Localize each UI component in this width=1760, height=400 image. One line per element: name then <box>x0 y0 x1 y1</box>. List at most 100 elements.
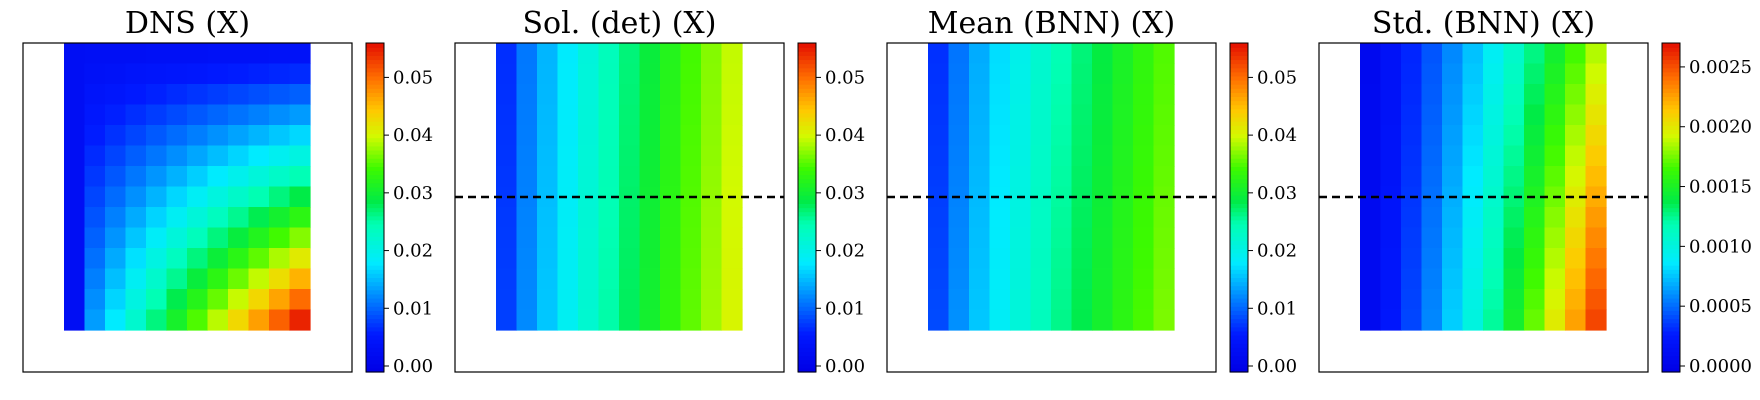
heatmap-cell <box>228 207 250 229</box>
colorbar-segment <box>366 363 384 369</box>
heatmap-cell <box>207 63 229 85</box>
heatmap-cell <box>928 63 950 85</box>
heatmap-cell <box>125 104 147 126</box>
colorbar-segment <box>1230 351 1248 357</box>
heatmap-cell <box>1544 43 1566 65</box>
heatmap-cell <box>1360 186 1382 208</box>
heatmap-cell <box>64 43 86 65</box>
heatmap-cell <box>537 227 559 249</box>
colorbar-segment <box>1230 80 1248 85</box>
heatmap-cell <box>516 63 538 85</box>
colorbar-segment <box>366 240 384 246</box>
heatmap-cell <box>207 104 229 126</box>
heatmap-cell <box>166 309 188 331</box>
heatmap-cell <box>1483 309 1505 331</box>
heatmap-cell <box>166 125 188 147</box>
colorbar-segment <box>366 367 384 373</box>
colorbar-segment <box>798 203 816 209</box>
heatmap-cell <box>1462 268 1484 290</box>
heatmap-cell <box>639 166 661 188</box>
heatmap-cell <box>1030 289 1052 311</box>
heatmap-cell <box>948 207 970 229</box>
colorbar-tick-label: 0.05 <box>825 67 865 88</box>
colorbar-segment <box>1662 125 1680 130</box>
heatmap-cell <box>146 268 168 290</box>
heatmap-cell <box>187 125 209 147</box>
heatmap-cell <box>1051 309 1073 331</box>
heatmap-cell <box>680 268 702 290</box>
heatmap-cell <box>1133 268 1155 290</box>
heatmap-cell <box>1401 289 1423 311</box>
colorbar-segment <box>1662 75 1680 81</box>
heatmap-cell <box>1565 84 1587 106</box>
colorbar-segment <box>798 215 816 221</box>
colorbar-segment <box>366 51 384 56</box>
heatmap-cell <box>269 268 291 290</box>
heatmap-cell <box>1071 145 1093 167</box>
heatmap-cell <box>1544 248 1566 270</box>
heatmap-cell <box>989 227 1011 249</box>
colorbar-segment <box>798 277 816 283</box>
heatmap-cell <box>207 84 229 106</box>
heatmap-cell <box>105 63 127 85</box>
heatmap-cell <box>1585 227 1607 249</box>
colorbar-tick-label: 0.02 <box>393 241 433 262</box>
heatmap-cell <box>1503 145 1525 167</box>
heatmap-cell <box>1112 63 1134 85</box>
heatmap-cell <box>969 207 991 229</box>
heatmap-cell <box>228 84 250 106</box>
heatmap-cell <box>680 227 702 249</box>
heatmap-cell <box>1153 227 1175 249</box>
heatmap-cell <box>557 268 579 290</box>
colorbar-tick-label: 0.03 <box>393 183 433 204</box>
heatmap-cell <box>1092 289 1114 311</box>
heatmap-cell <box>289 268 311 290</box>
heatmap-cell <box>1051 125 1073 147</box>
heatmap-cell <box>269 63 291 85</box>
heatmap-cell <box>1565 268 1587 290</box>
heatmap-cell <box>948 248 970 270</box>
colorbar-segment <box>1662 191 1680 196</box>
heatmap-cell <box>578 227 600 249</box>
heatmap-cell <box>1524 207 1546 229</box>
heatmap-cell <box>1030 145 1052 167</box>
heatmap-cell <box>721 268 743 290</box>
heatmap-cell <box>619 145 641 167</box>
heatmap-cell <box>1483 125 1505 147</box>
colorbar: 0.00 0.01 0.02 0.03 0.04 0.05 <box>365 42 433 377</box>
heatmap-cell <box>1524 104 1546 126</box>
heatmap-cell <box>1544 289 1566 311</box>
heatmap-cell <box>1112 309 1134 331</box>
colorbar-segment <box>366 260 384 266</box>
heatmap-cell <box>84 207 106 229</box>
colorbar-segment <box>1662 351 1680 357</box>
colorbar-segment <box>366 228 384 233</box>
heatmap-cell <box>1483 268 1505 290</box>
colorbar-segment <box>798 75 816 81</box>
colorbar-segment <box>798 178 816 184</box>
heatmap-cell <box>928 145 950 167</box>
heatmap-cell <box>680 248 702 270</box>
heatmap-cell <box>84 289 106 311</box>
heatmap-cell <box>1585 207 1607 229</box>
colorbar-segment <box>798 302 816 307</box>
colorbar-segment <box>366 170 384 176</box>
panel-3: Mean (BNN) (X) 0.00 0.01 0.02 0.03 0.04 0.05 <box>886 6 1297 377</box>
heatmap-cell <box>496 207 518 229</box>
colorbar-segment <box>1230 219 1248 225</box>
heatmap-cell <box>1092 207 1114 229</box>
panel-1: DNS (X) 0.00 0.01 0.02 0.03 0.04 0.05 <box>22 6 433 377</box>
heatmap-cell <box>989 268 1011 290</box>
colorbar-segment <box>366 154 384 159</box>
colorbar-segment <box>366 310 384 316</box>
heatmap-cell <box>1483 227 1505 249</box>
heatmap-cell <box>701 227 723 249</box>
heatmap-cell <box>1503 104 1525 126</box>
colorbar-segment <box>798 112 816 118</box>
heatmap-cell <box>598 63 620 85</box>
colorbar-segment <box>366 100 384 106</box>
heatmap-cell <box>1153 84 1175 106</box>
heatmap-cell <box>721 166 743 188</box>
heatmap-cell <box>64 268 86 290</box>
colorbar-segment <box>1230 343 1248 348</box>
